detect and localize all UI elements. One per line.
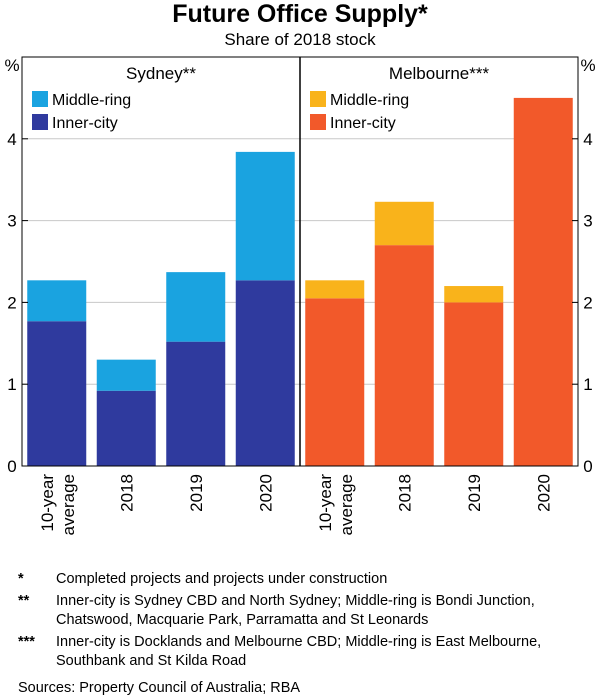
x-tick-label-line: 10-year: [38, 474, 57, 532]
y-tick-label-left: 3: [7, 212, 16, 231]
y-unit-left: %: [4, 56, 19, 75]
legend-label: Middle-ring: [330, 92, 409, 109]
y-tick-label-right: 3: [583, 212, 592, 231]
x-tick-label-line: 2018: [395, 474, 414, 512]
x-tick-label: 10-year average: [38, 474, 78, 536]
bar-inner-city: [96, 390, 156, 466]
footnote-mark: *: [18, 571, 24, 587]
plot-area: 0 01 12 23 34 4% %10-year average 2018 2019 2020 10…: [4, 56, 595, 535]
footnote: * Completed projects and projects under …: [18, 570, 593, 589]
y-unit-right: %: [580, 56, 595, 75]
legend-label: Middle-ring: [52, 92, 131, 109]
x-tick-label-line: 10-year: [316, 474, 335, 532]
bar-inner-city: [166, 341, 226, 466]
x-tick-label: 2020: [534, 474, 553, 512]
x-tick-label: 10-year average: [316, 474, 356, 536]
sources: Sources: Property Council of Australia; …: [18, 680, 301, 696]
footnote-text: Inner-city is Docklands and Melbourne CB…: [56, 634, 542, 669]
y-tick-label-left: 0: [7, 457, 16, 476]
panel-title: Melbourne***: [389, 64, 490, 83]
chart-title: Future Office Supply*: [172, 0, 428, 28]
bar-inner-city: [305, 298, 365, 466]
y-tick-label-left: 1: [7, 375, 16, 394]
bar-middle-ring: [305, 280, 365, 299]
legend-swatch-middle-ring: [310, 91, 326, 107]
bar-inner-city: [513, 97, 573, 467]
legend-label: Inner-city: [52, 115, 118, 132]
footnotes: * Completed projects and projects under …: [18, 570, 593, 674]
bar-middle-ring: [27, 280, 87, 322]
y-tick-label-right: 2: [583, 293, 592, 312]
x-tick-label-line: 2020: [534, 474, 553, 512]
x-tick-label: 2019: [187, 474, 206, 512]
legend-swatch-middle-ring: [32, 91, 48, 107]
chart: Future Office Supply* Share of 2018 stoc…: [4, 0, 595, 535]
footnote-text: Completed projects and projects under co…: [56, 571, 388, 587]
y-tick-label-right: 1: [583, 375, 592, 394]
bar-inner-city: [374, 245, 434, 466]
chart-subtitle: Share of 2018 stock: [224, 30, 376, 49]
footnote-text: Inner-city is Sydney CBD and North Sydne…: [56, 593, 535, 628]
x-tick-label-line: 2020: [256, 474, 275, 512]
x-tick-label-line: 2019: [465, 474, 484, 512]
legend-swatch-inner-city: [32, 114, 48, 130]
legend-label: Inner-city: [330, 115, 396, 132]
x-tick-label: 2020: [256, 474, 275, 512]
bar-inner-city: [235, 280, 295, 466]
panel-title: Sydney**: [126, 64, 196, 83]
x-tick-label-line: 2018: [117, 474, 136, 512]
footnote: ** Inner-city is Sydney CBD and North Sy…: [18, 592, 593, 630]
footnote-mark: **: [18, 593, 30, 609]
x-tick-label: 2019: [465, 474, 484, 512]
bar-middle-ring: [444, 286, 504, 303]
y-tick-label-right: 4: [583, 130, 592, 149]
y-tick-label-left: 2: [7, 293, 16, 312]
x-tick-label: 2018: [395, 474, 414, 512]
y-tick-label-left: 4: [7, 130, 16, 149]
y-tick-label-right: 0: [583, 457, 592, 476]
bar-middle-ring: [374, 201, 434, 246]
footnote: *** Inner-city is Docklands and Melbourn…: [18, 633, 593, 671]
x-tick-label: 2018: [117, 474, 136, 512]
bar-inner-city: [444, 302, 504, 466]
bar-middle-ring: [96, 359, 156, 391]
footnote-mark: ***: [18, 634, 35, 650]
legend-swatch-inner-city: [310, 114, 326, 130]
x-tick-label-line: average: [59, 474, 78, 535]
bar-middle-ring: [166, 272, 226, 342]
bar-middle-ring: [235, 151, 295, 281]
bar-inner-city: [27, 321, 87, 466]
x-tick-label-line: 2019: [187, 474, 206, 512]
x-tick-label-line: average: [337, 474, 356, 535]
